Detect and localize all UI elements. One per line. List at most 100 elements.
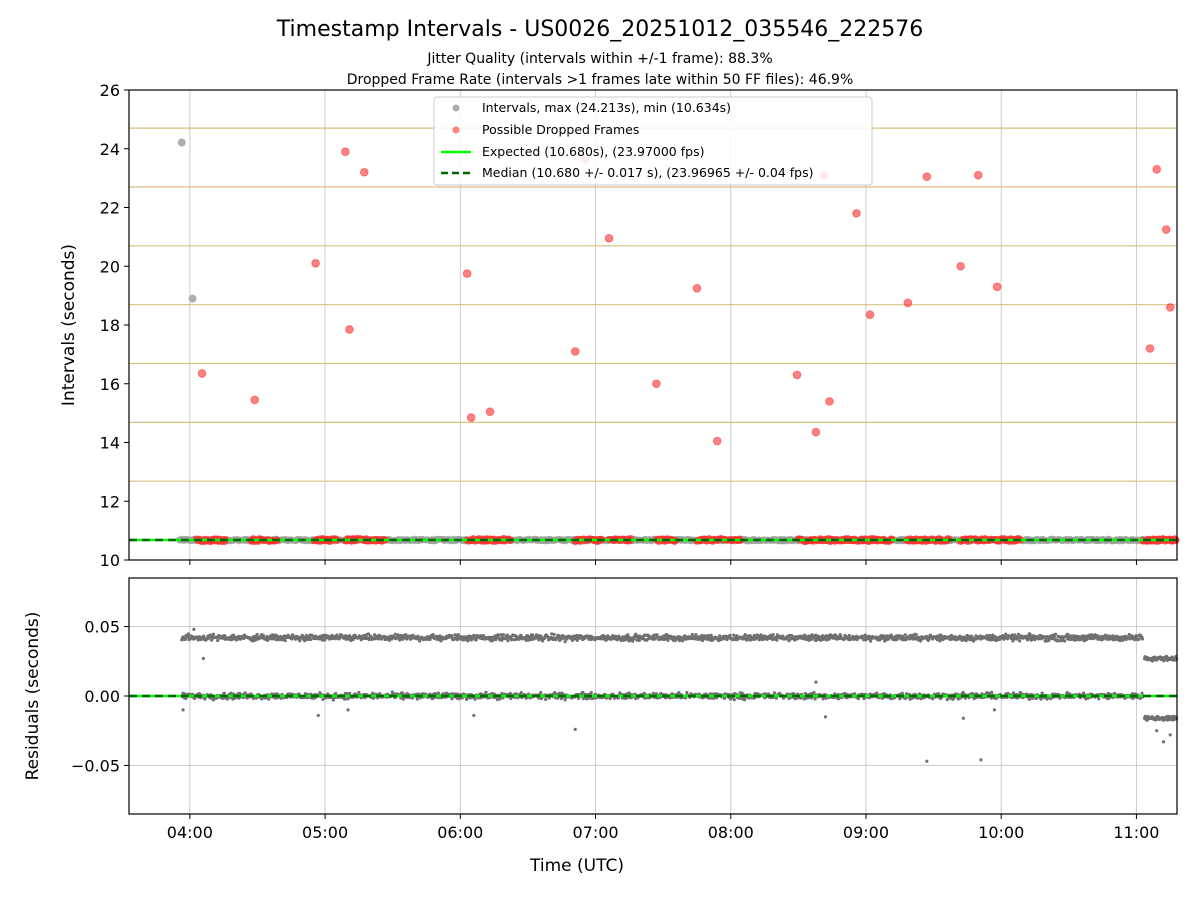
dropped-frame-point bbox=[570, 347, 580, 356]
interval-point bbox=[177, 138, 186, 147]
residual-point bbox=[416, 634, 420, 638]
dropped-frame-point bbox=[692, 283, 702, 293]
residual-point bbox=[431, 633, 435, 637]
residual-point bbox=[222, 691, 226, 695]
residual-point bbox=[261, 633, 265, 637]
residual-point bbox=[637, 638, 641, 643]
chart-subtitle-dropped: Dropped Frame Rate (intervals >1 frames … bbox=[347, 72, 854, 88]
top-ytick-label: 24 bbox=[100, 140, 120, 159]
dropped-frame-point bbox=[462, 269, 472, 278]
dropped-frame-point bbox=[1165, 303, 1175, 312]
residual-point bbox=[309, 637, 313, 642]
dropped-frame-point bbox=[811, 427, 821, 437]
residual-point bbox=[376, 637, 380, 641]
dropped-frame-point bbox=[903, 298, 913, 308]
residual-point bbox=[868, 639, 873, 643]
residual-point bbox=[1066, 633, 1070, 637]
top-ytick-label: 16 bbox=[100, 375, 120, 394]
residual-point bbox=[304, 638, 308, 642]
residual-point bbox=[924, 634, 929, 638]
residual-point bbox=[351, 637, 355, 642]
residual-point bbox=[1097, 697, 1101, 701]
residual-point bbox=[196, 638, 200, 642]
residual-point bbox=[348, 634, 352, 638]
residual-point bbox=[589, 690, 593, 695]
residual-point bbox=[781, 634, 785, 638]
residual-point bbox=[771, 632, 775, 637]
dropped-frame-point bbox=[992, 282, 1002, 292]
dropped-frame-point bbox=[1145, 344, 1155, 353]
chart-subtitle-jitter: Jitter Quality (intervals within +/-1 fr… bbox=[426, 51, 772, 67]
residual-point bbox=[484, 690, 488, 695]
residual-point bbox=[732, 698, 736, 702]
chart-title: Timestamp Intervals - US0026_20251012_03… bbox=[276, 17, 923, 42]
residual-point bbox=[1018, 639, 1022, 643]
residual-point bbox=[211, 632, 215, 636]
residual-point bbox=[550, 632, 554, 636]
dropped-frame-point bbox=[345, 325, 354, 334]
residual-point bbox=[544, 697, 548, 702]
residual-point bbox=[510, 637, 514, 642]
residual-point bbox=[298, 639, 302, 643]
residual-point bbox=[474, 638, 478, 642]
residual-point bbox=[539, 690, 543, 695]
residual-point bbox=[497, 633, 501, 637]
residual-point bbox=[390, 637, 394, 641]
residual-point bbox=[357, 690, 361, 695]
dropped-frame-point bbox=[197, 369, 207, 378]
dropped-frame-point bbox=[466, 413, 476, 422]
residual-point bbox=[914, 633, 918, 637]
residual-point bbox=[343, 634, 348, 638]
dropped-frame-point bbox=[973, 170, 983, 180]
residual-point bbox=[366, 632, 371, 636]
residual-point bbox=[502, 633, 506, 637]
residual-point bbox=[732, 633, 736, 637]
dropped-frame-point bbox=[250, 395, 260, 405]
dropped-frame-point bbox=[792, 370, 802, 380]
residual-point bbox=[450, 634, 454, 638]
residual-point bbox=[685, 690, 689, 695]
residual-point bbox=[499, 633, 503, 637]
dropped-frame-point bbox=[341, 147, 350, 156]
residual-point bbox=[531, 633, 535, 637]
residual-point bbox=[812, 690, 816, 695]
top-ytick-label: 18 bbox=[100, 316, 120, 335]
residual-point bbox=[498, 697, 502, 701]
residual-point bbox=[1063, 639, 1067, 643]
top-ytick-label: 22 bbox=[100, 199, 120, 218]
residual-point bbox=[772, 691, 777, 695]
residual-point bbox=[293, 637, 298, 641]
dropped-frame-point bbox=[825, 397, 834, 406]
dropped-frame-point bbox=[712, 436, 722, 446]
residual-point bbox=[552, 632, 556, 637]
dropped-frame-point bbox=[852, 209, 861, 218]
residual-point bbox=[231, 633, 236, 637]
residual-point bbox=[1140, 691, 1144, 695]
residual-point bbox=[393, 632, 397, 636]
residual-point bbox=[283, 639, 287, 643]
dropped-frame-point bbox=[485, 407, 495, 416]
residual-point bbox=[563, 640, 567, 644]
residual-point bbox=[677, 690, 681, 695]
residual-point bbox=[529, 637, 533, 642]
residual-point bbox=[847, 633, 851, 637]
residual-point bbox=[506, 639, 510, 643]
top-ylabel: Intervals (seconds) bbox=[59, 244, 79, 406]
interval-point bbox=[188, 294, 197, 303]
residual-point bbox=[519, 634, 523, 638]
top-ytick-label: 26 bbox=[100, 81, 120, 100]
residual-point bbox=[1140, 637, 1145, 641]
dropped-frame-point bbox=[311, 259, 320, 268]
residual-point bbox=[519, 691, 523, 695]
residual-point bbox=[1053, 632, 1058, 636]
dropped-frame-point bbox=[652, 379, 661, 389]
residual-point bbox=[775, 638, 779, 642]
residual-point bbox=[472, 634, 477, 639]
residual-point bbox=[255, 632, 259, 637]
top-ytick-label: 12 bbox=[100, 492, 120, 511]
residual-point bbox=[343, 697, 347, 701]
residual-point bbox=[183, 637, 187, 642]
